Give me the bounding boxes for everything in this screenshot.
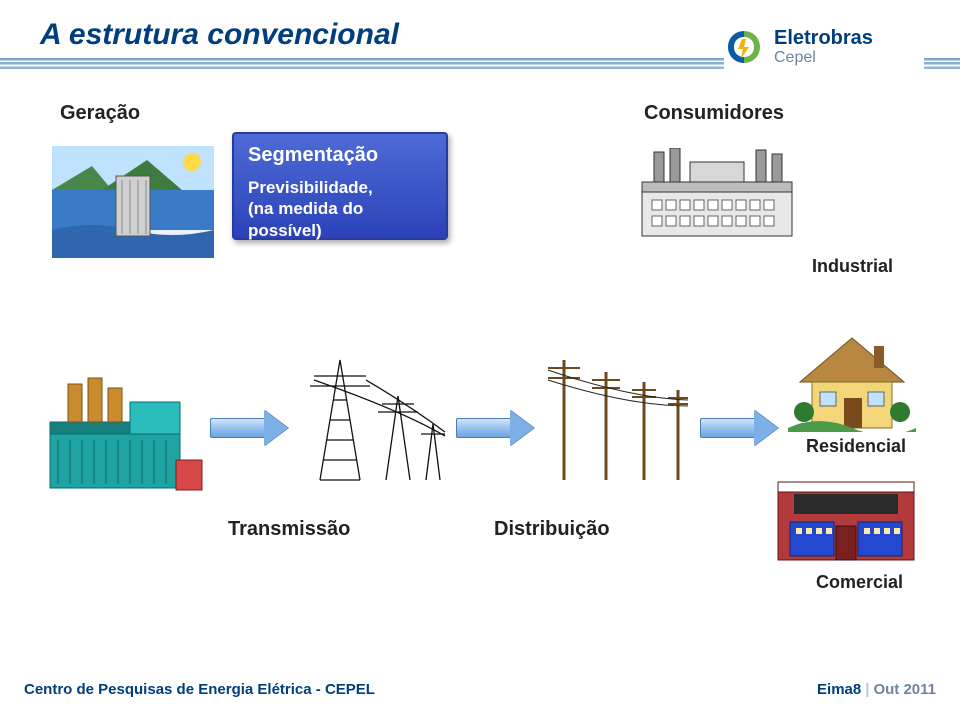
footer-event: Eima8: [817, 681, 861, 698]
illustration-dam: [52, 146, 214, 258]
flow-arrow-2: [456, 408, 536, 448]
slide-header: A estrutura convencional Eletrobras Cepe…: [0, 0, 960, 92]
segmentation-sub2: (na medida do possível): [248, 198, 432, 241]
logo-mark-icon: [724, 27, 764, 67]
segmentation-sub1: Previsibilidade,: [248, 177, 432, 198]
flow-arrow-3: [700, 408, 780, 448]
label-consumers: Consumidores: [644, 102, 784, 125]
label-distribution: Distribuição: [494, 518, 610, 541]
label-generation: Geração: [60, 102, 140, 125]
eletrobras-cepel-logo: Eletrobras Cepel: [724, 12, 924, 82]
label-industrial: Industrial: [812, 256, 893, 277]
footer-right: Eima8|Out 2011: [817, 681, 936, 698]
illustration-powerplant: [46, 374, 206, 494]
slide-footer: Centro de Pesquisas de Energia Elétrica …: [0, 670, 960, 708]
illustration-shop: [772, 472, 920, 564]
logo-text: Eletrobras Cepel: [774, 27, 873, 67]
segmentation-box: Segmentação Previsibilidade, (na medida …: [232, 132, 448, 240]
footer-left: Centro de Pesquisas de Energia Elétrica …: [24, 681, 375, 698]
illustration-transmission-towers: [290, 350, 450, 484]
footer-date: Out 2011: [873, 681, 936, 698]
slide-title: A estrutura convencional: [40, 18, 399, 52]
illustration-house: [788, 332, 916, 432]
label-residential: Residencial: [806, 436, 906, 457]
illustration-factory: [636, 148, 798, 240]
diagram-canvas: Geração Consumidores Segmentação Previsi…: [0, 92, 960, 662]
illustration-distribution-poles: [540, 348, 698, 484]
label-transmission: Transmissão: [228, 518, 350, 541]
logo-line2: Cepel: [774, 49, 873, 67]
segmentation-title: Segmentação: [248, 144, 432, 167]
footer-separator: |: [865, 681, 869, 698]
label-commercial: Comercial: [816, 572, 903, 593]
logo-line1: Eletrobras: [774, 27, 873, 49]
flow-arrow-1: [210, 408, 290, 448]
